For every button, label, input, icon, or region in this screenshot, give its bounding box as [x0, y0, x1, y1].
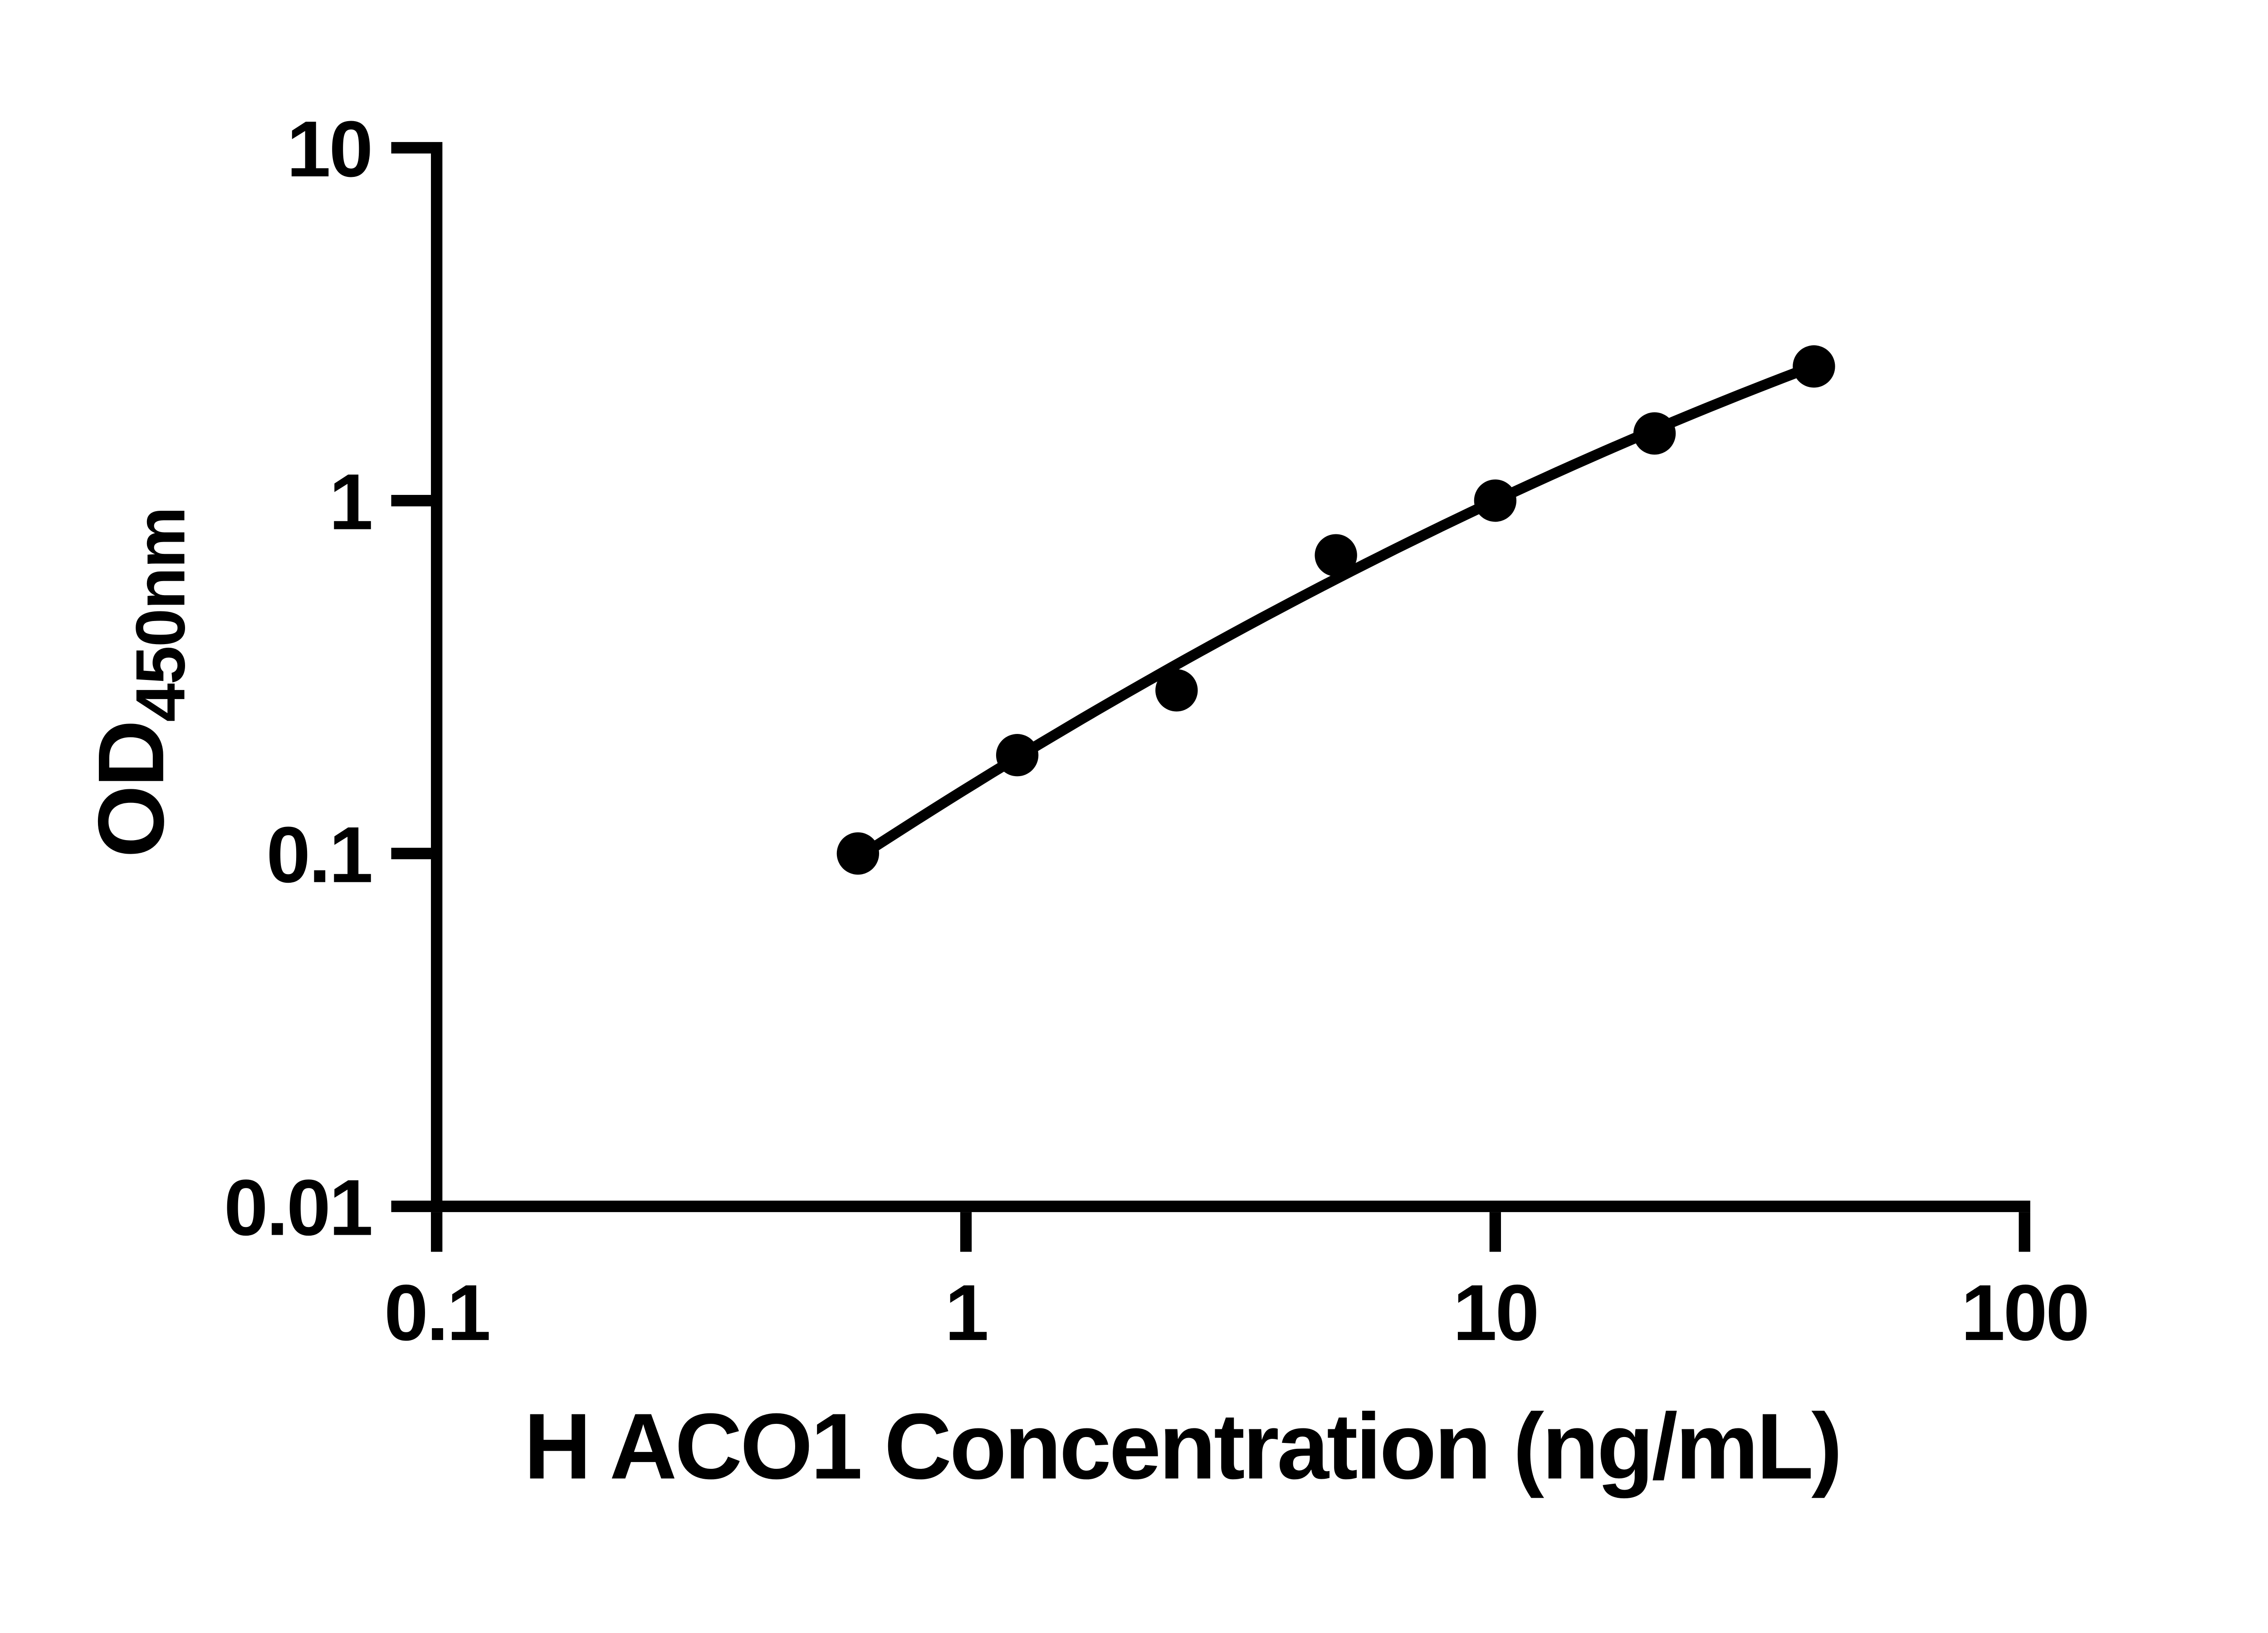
data-points: [836, 345, 1835, 875]
y-tick-label: 1: [329, 458, 371, 547]
data-point-marker: [996, 734, 1039, 777]
y-tick: [391, 847, 431, 860]
x-tick: [1489, 1212, 1501, 1252]
y-tick-label: 0.01: [224, 1164, 371, 1252]
y-axis-spine: [431, 142, 443, 1213]
x-axis-ticks: 0.1 1 10 100: [384, 1212, 2090, 1357]
data-point-marker: [836, 832, 880, 875]
figure: 10 1 0.1 0.01 0.1 1 10 100 H ACO1 Concentratio…: [0, 0, 2268, 1588]
y-axis-title: OD450nm: [78, 508, 200, 858]
x-tick-label: 100: [1961, 1269, 2088, 1357]
plot-background: [0, 0, 2268, 1588]
y-tick: [391, 142, 431, 154]
y-axis-ticks: 10 1 0.1 0.01: [224, 105, 431, 1252]
x-tick-label: 0.1: [384, 1269, 489, 1357]
y-tick-label: 10: [287, 105, 371, 194]
y-tick: [391, 495, 431, 507]
x-tick: [960, 1212, 972, 1252]
y-tick: [391, 1200, 431, 1213]
data-point-marker: [1155, 669, 1198, 712]
x-tick-label: 1: [945, 1269, 987, 1357]
y-axis-title-sub: 450nm: [121, 508, 199, 722]
y-tick-label: 0.1: [266, 811, 371, 900]
data-point-marker: [1474, 479, 1517, 522]
y-axis-title-main: OD: [78, 722, 183, 858]
x-tick: [431, 1212, 443, 1252]
data-point-marker: [1633, 412, 1676, 455]
data-point-marker: [1793, 345, 1835, 388]
x-axis-spine: [431, 1200, 2030, 1213]
x-tick-label: 10: [1453, 1269, 1538, 1357]
x-tick: [2019, 1212, 2030, 1252]
x-axis-title: H ACO1 Concentration (ng/mL): [524, 1393, 1840, 1498]
data-point-marker: [1315, 534, 1357, 577]
